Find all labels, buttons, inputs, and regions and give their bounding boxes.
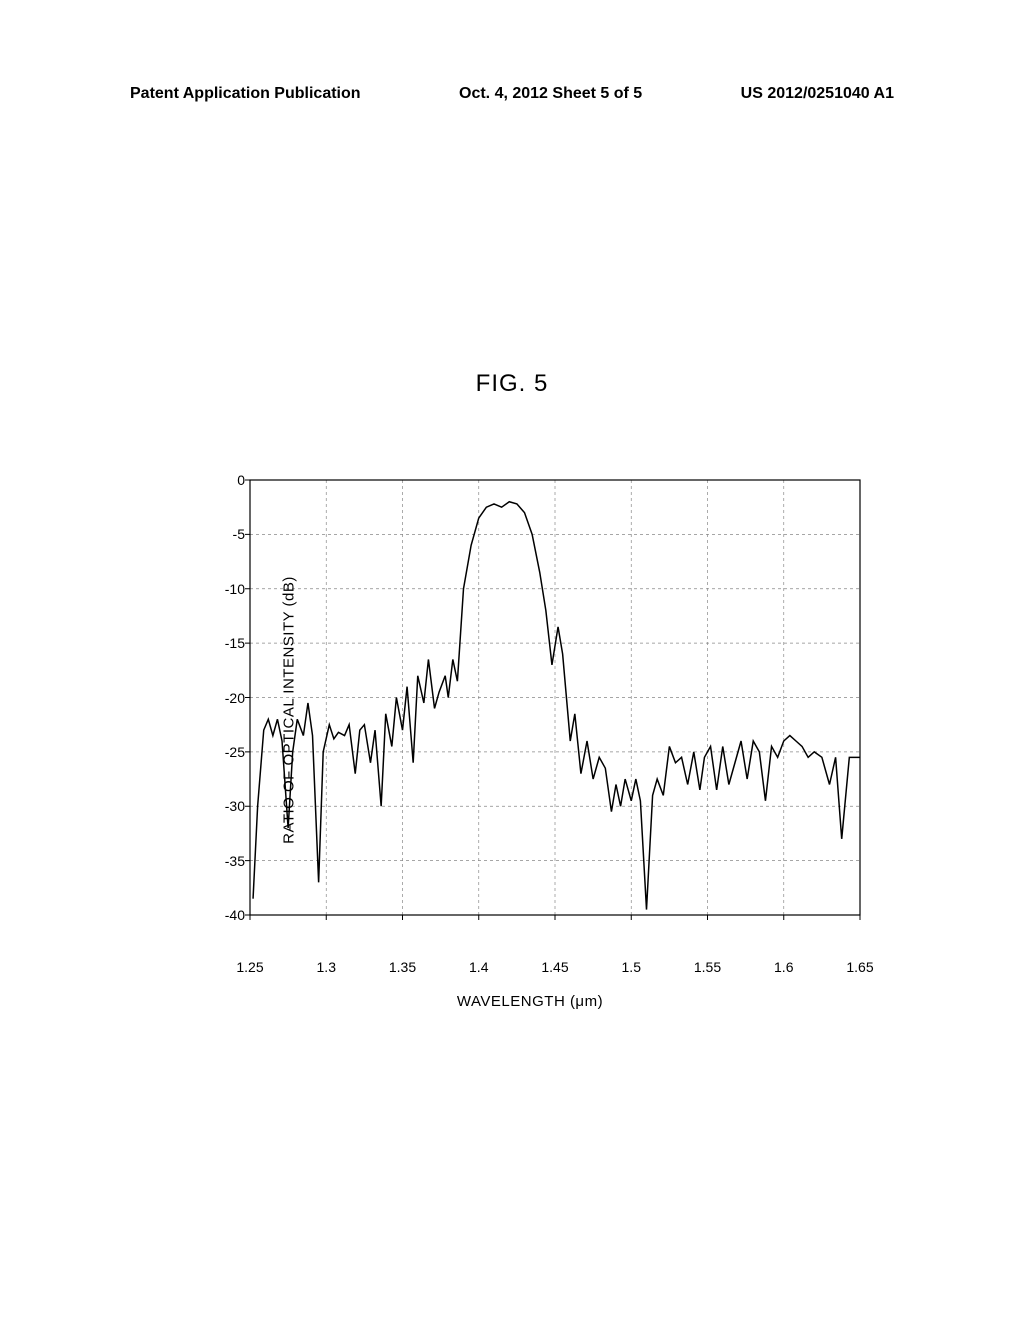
- x-tick-label: 1.55: [694, 959, 721, 975]
- header-publication-number: US 2012/0251040 A1: [741, 85, 894, 103]
- y-tick-label: -20: [205, 690, 245, 706]
- x-tick-label: 1.6: [774, 959, 793, 975]
- x-tick-label: 1.45: [541, 959, 568, 975]
- figure-label: FIG. 5: [476, 370, 549, 398]
- y-tick-label: -25: [205, 744, 245, 760]
- x-tick-label: 1.35: [389, 959, 416, 975]
- y-tick-label: -40: [205, 907, 245, 923]
- y-tick-label: -15: [205, 635, 245, 651]
- x-tick-label: 1.3: [317, 959, 336, 975]
- header-date-sheet: Oct. 4, 2012 Sheet 5 of 5: [459, 85, 642, 103]
- x-tick-label: 1.5: [622, 959, 641, 975]
- x-tick-label: 1.65: [846, 959, 873, 975]
- y-axis-label: RATIO OF OPTICAL INTENSITY (dB): [280, 576, 297, 844]
- chart-container: RATIO OF OPTICAL INTENSITY (dB) WAVELENG…: [190, 470, 870, 950]
- y-tick-label: -35: [205, 853, 245, 869]
- x-tick-label: 1.25: [236, 959, 263, 975]
- y-tick-label: -10: [205, 581, 245, 597]
- page-header: Patent Application Publication Oct. 4, 2…: [0, 85, 1024, 103]
- y-tick-label: 0: [205, 472, 245, 488]
- x-tick-label: 1.4: [469, 959, 488, 975]
- header-publication: Patent Application Publication: [130, 85, 361, 103]
- y-tick-label: -30: [205, 798, 245, 814]
- y-tick-label: -5: [205, 526, 245, 542]
- x-axis-label: WAVELENGTH (μm): [457, 993, 603, 1010]
